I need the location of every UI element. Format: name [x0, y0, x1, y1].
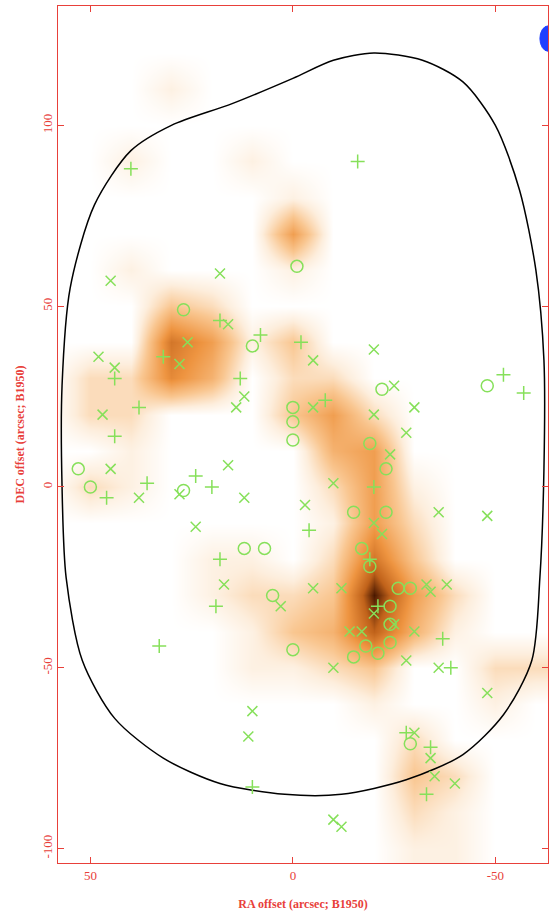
svg-text:100: 100: [40, 114, 55, 134]
svg-text:50: 50: [84, 868, 97, 883]
svg-text:0: 0: [290, 868, 297, 883]
svg-text:-50: -50: [487, 868, 504, 883]
svg-text:-50: -50: [40, 657, 55, 674]
svg-text:RA offset (arcsec; B1950): RA offset (arcsec; B1950): [238, 897, 367, 911]
svg-text:0: 0: [40, 482, 55, 489]
svg-text:DEC offset (arcsec; B1950): DEC offset (arcsec; B1950): [13, 365, 27, 503]
svg-text:50: 50: [40, 298, 55, 311]
svg-text:-100: -100: [40, 835, 55, 859]
